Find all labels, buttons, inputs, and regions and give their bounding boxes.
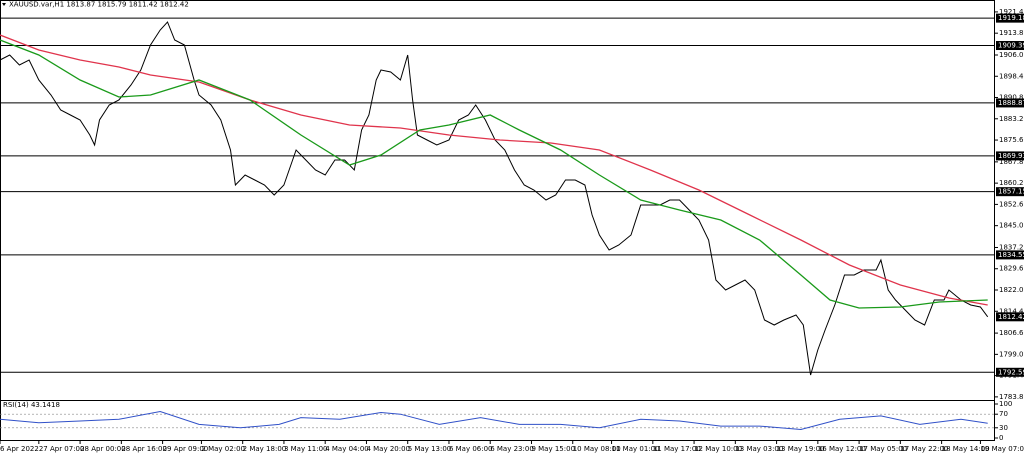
series-line bbox=[0, 34, 988, 306]
level-label: 1792.59 bbox=[998, 368, 1024, 376]
x-tick-label: 16 May 12:00 bbox=[818, 445, 866, 453]
chart-title: XAUUSD.var,H1 1813.87 1815.79 1811.42 18… bbox=[9, 1, 189, 9]
x-tick-label: 18 May 14:00 bbox=[942, 445, 990, 453]
series-line bbox=[0, 39, 988, 309]
x-tick-label: 2 May 18:00 bbox=[243, 445, 287, 453]
x-tick-label: 17 May 22:00 bbox=[900, 445, 948, 453]
level-label: 1909.39 bbox=[998, 42, 1024, 50]
plot-frame bbox=[0, 0, 995, 441]
x-tick-label: 17 May 05:00 bbox=[859, 445, 907, 453]
y-tick-label: 1799.00 bbox=[999, 350, 1024, 358]
x-tick-label: 19 May 07:00 bbox=[980, 445, 1024, 453]
x-tick-label: 6 May 06:00 bbox=[449, 445, 493, 453]
x-tick-label: 29 Apr 09:00 bbox=[163, 445, 209, 453]
x-tick-label: 9 May 15:00 bbox=[531, 445, 575, 453]
x-tick-label: 3 May 11:00 bbox=[284, 445, 328, 453]
y-tick-label: 100 bbox=[999, 400, 1012, 408]
level-label-bg bbox=[996, 250, 1024, 260]
y-tick-label: 1875.60 bbox=[999, 136, 1024, 144]
level-label-bg bbox=[996, 98, 1024, 108]
y-tick-label: 1867.80 bbox=[999, 158, 1024, 166]
x-tick-label: 27 Apr 07:00 bbox=[39, 445, 85, 453]
level-label-bg bbox=[996, 13, 1024, 23]
level-label-bg bbox=[996, 367, 1024, 377]
x-tick-label: 10 May 08:00 bbox=[573, 445, 621, 453]
y-tick-label: 1852.60 bbox=[999, 200, 1024, 208]
x-tick-label: 5 May 13:00 bbox=[408, 445, 452, 453]
level-label: 1888.87 bbox=[998, 99, 1024, 107]
price-label: 1812.42 bbox=[998, 313, 1024, 321]
level-label: 1869.93 bbox=[998, 152, 1024, 160]
level-label: 1919.18 bbox=[998, 14, 1024, 22]
y-tick-label: 1837.20 bbox=[999, 243, 1024, 251]
y-tick-label: 1913.80 bbox=[999, 29, 1024, 37]
series-line bbox=[0, 21, 989, 376]
y-tick-label: 30 bbox=[999, 424, 1008, 432]
x-tick-label: 2 May 02:00 bbox=[201, 445, 245, 453]
y-tick-label: 1906.00 bbox=[999, 51, 1024, 59]
x-tick-label: 4 May 04:00 bbox=[325, 445, 369, 453]
y-tick-label: 1890.80 bbox=[999, 94, 1024, 102]
series-line bbox=[0, 410, 988, 431]
level-label-bg bbox=[996, 151, 1024, 161]
y-tick-label: 1845.00 bbox=[999, 222, 1024, 230]
y-tick-label: 1883.20 bbox=[999, 115, 1024, 123]
y-tick-label: 1814.40 bbox=[999, 307, 1024, 315]
x-tick-label: 28 Apr 00:00 bbox=[80, 445, 126, 453]
y-tick-label: 1822.00 bbox=[999, 286, 1024, 294]
x-tick-label: 4 May 20:00 bbox=[366, 445, 410, 453]
y-tick-label: 1783.80 bbox=[999, 393, 1024, 401]
level-label-bg bbox=[996, 187, 1024, 197]
level-label-bg bbox=[996, 41, 1024, 51]
x-tick-label: 6 May 23:00 bbox=[490, 445, 534, 453]
y-tick-label: 1829.60 bbox=[999, 265, 1024, 273]
x-tick-label: 11 May 01:00 bbox=[612, 445, 660, 453]
y-tick-label: 1898.40 bbox=[999, 72, 1024, 80]
level-label: 1834.55 bbox=[998, 251, 1024, 259]
rsi-title: RSI(14) 43.1418 bbox=[3, 401, 60, 409]
y-tick-label: 1860.20 bbox=[999, 179, 1024, 187]
x-tick-label: 6 Apr 2022 bbox=[0, 445, 39, 453]
y-tick-label: 0 bbox=[999, 434, 1003, 442]
x-tick-label: 13 May 19:00 bbox=[777, 445, 825, 453]
menu-arrow bbox=[2, 3, 6, 6]
x-tick-label: 12 May 10:00 bbox=[694, 445, 742, 453]
x-tick-label: 13 May 03:00 bbox=[735, 445, 783, 453]
price-label-bg bbox=[996, 312, 1024, 322]
x-tick-label: 28 Apr 16:00 bbox=[121, 445, 167, 453]
x-tick-label: 11 May 17:00 bbox=[653, 445, 701, 453]
y-tick-label: 1806.60 bbox=[999, 329, 1024, 337]
level-label: 1857.15 bbox=[998, 188, 1024, 196]
y-tick-label: 70 bbox=[999, 410, 1008, 418]
y-tick-label: 1921.40 bbox=[999, 8, 1024, 16]
